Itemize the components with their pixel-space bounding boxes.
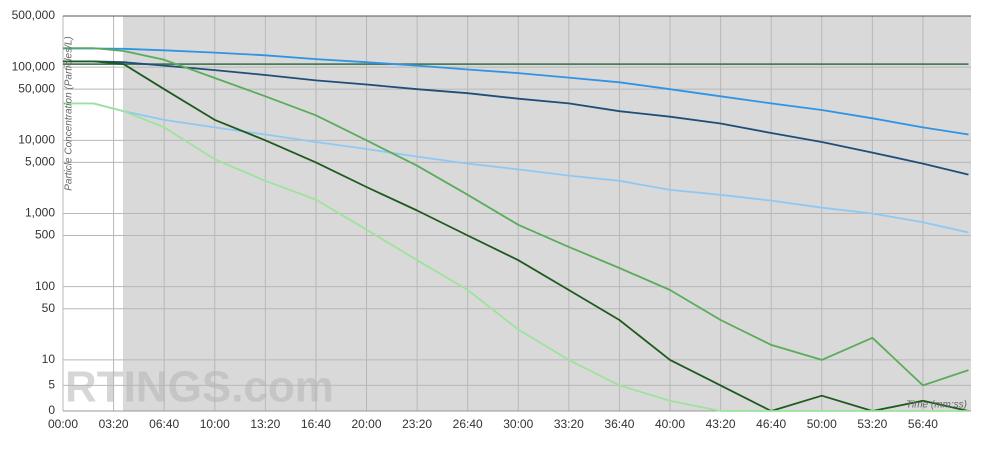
x-tick-label: 36:40 bbox=[604, 417, 634, 431]
y-tick-label: 500 bbox=[35, 228, 55, 242]
x-tick-label: 46:40 bbox=[756, 417, 786, 431]
y-tick-label: 50 bbox=[42, 301, 56, 315]
y-tick-label: 5 bbox=[48, 378, 55, 392]
x-tick-label: 03:20 bbox=[99, 417, 129, 431]
y-tick-label: 500,000 bbox=[12, 8, 56, 22]
y-tick-label: 1,000 bbox=[25, 206, 55, 220]
x-tick-label: 06:40 bbox=[149, 417, 179, 431]
y-tick-label: 50,000 bbox=[18, 81, 55, 95]
data-line bbox=[63, 102, 969, 412]
data-line bbox=[63, 47, 969, 387]
y-tick-label: 100 bbox=[35, 279, 55, 293]
x-tick-label: 53:20 bbox=[857, 417, 887, 431]
x-tick-label: 43:20 bbox=[706, 417, 736, 431]
y-tick-label: 10 bbox=[42, 352, 56, 366]
y-axis-title: Particle Concentration (Particles/L) bbox=[64, 36, 75, 191]
y-tick-label: 5,000 bbox=[25, 155, 55, 169]
x-axis-title: Time (mm:ss) bbox=[906, 400, 967, 411]
x-tick-label: 00:00 bbox=[48, 417, 78, 431]
x-tick-label: 13:20 bbox=[250, 417, 280, 431]
data-line bbox=[63, 60, 969, 176]
y-tick-label: 10,000 bbox=[18, 132, 55, 146]
x-tick-label: 23:20 bbox=[402, 417, 432, 431]
y-tick-label: 100,000 bbox=[12, 59, 56, 73]
y-tick-label: 0 bbox=[48, 403, 55, 417]
x-tick-label: 56:40 bbox=[908, 417, 938, 431]
data-line bbox=[63, 60, 969, 412]
x-tick-label: 16:40 bbox=[301, 417, 331, 431]
data-line bbox=[63, 47, 969, 136]
x-tick-label: 20:00 bbox=[351, 417, 381, 431]
x-tick-label: 26:40 bbox=[453, 417, 483, 431]
x-tick-label: 40:00 bbox=[655, 417, 685, 431]
x-tick-label: 10:00 bbox=[200, 417, 230, 431]
watermark: RTINGS.com bbox=[65, 363, 334, 412]
x-tick-label: 50:00 bbox=[807, 417, 837, 431]
x-tick-label: 33:20 bbox=[554, 417, 584, 431]
data-line bbox=[63, 102, 969, 234]
x-tick-label: 30:00 bbox=[503, 417, 533, 431]
